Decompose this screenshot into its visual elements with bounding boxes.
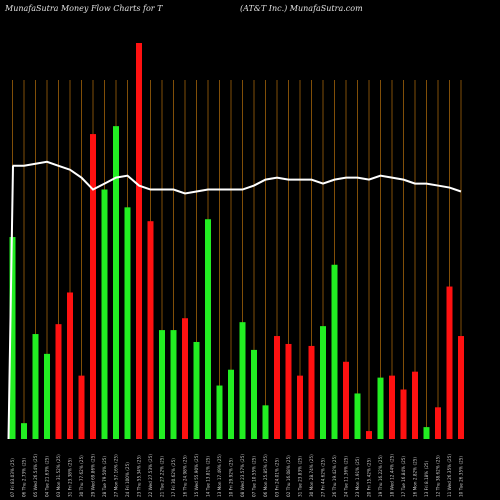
bar-down bbox=[297, 375, 303, 439]
bar-down bbox=[182, 318, 188, 439]
x-tick-label: 24 Tue 11.36% (25) bbox=[344, 456, 349, 497]
x-tick-label: 12 Thu 38.62% (25) bbox=[436, 455, 441, 497]
bar-up bbox=[331, 264, 338, 439]
x-tick-label: 10 Fri 29.92% (25) bbox=[229, 458, 234, 497]
x-tick-label: 21 Tue 27.22% (25) bbox=[160, 456, 165, 497]
x-tick-label: 16 Mon 2.82% (25) bbox=[413, 457, 418, 497]
money-flow-line bbox=[7, 160, 462, 440]
x-tick-label: 05 Wed 26.54% (25) bbox=[33, 454, 38, 497]
bar-up bbox=[216, 385, 223, 439]
bar-down bbox=[412, 371, 418, 439]
bar-down bbox=[343, 361, 349, 439]
bar-up bbox=[251, 349, 257, 439]
bars-group bbox=[9, 43, 464, 439]
bar-down bbox=[389, 375, 395, 439]
x-tick-label: 04 Tue 21.63% (25) bbox=[45, 456, 50, 497]
x-tick-label: 13 Mon 17.49% (25) bbox=[217, 454, 222, 497]
x-tick-label: 22 Wed 27.53% (25) bbox=[148, 454, 153, 497]
bar-up bbox=[423, 427, 430, 439]
bar-down bbox=[285, 343, 292, 439]
bar-up bbox=[377, 377, 384, 439]
bar-down bbox=[147, 221, 154, 439]
chart-title-right: (AT&T Inc.) MunafaSutra.com bbox=[240, 4, 363, 13]
x-tick-label: 18 Wed 12.44% (25) bbox=[390, 454, 395, 497]
x-tick-label: 17 Tue 16.84% (25) bbox=[401, 456, 406, 497]
bar-up bbox=[32, 334, 39, 439]
bar-up bbox=[239, 322, 246, 439]
x-tick-label: 13 Fri 8.18% (25) bbox=[424, 460, 429, 497]
bar-up bbox=[354, 393, 361, 439]
bar-down bbox=[55, 324, 62, 439]
x-tick-label: 28 Tue 79.50% (25) bbox=[102, 456, 107, 497]
chart-title-left: MunafaSutra Money Flow Charts for T bbox=[4, 4, 163, 13]
x-tick-label: 26 Thu 19.42% (25) bbox=[332, 455, 337, 497]
x-tick-label: 16 Thu 24.98% (25) bbox=[183, 455, 188, 497]
x-tick-label: 17 Fri 30.62% (25) bbox=[171, 458, 176, 497]
x-tick-label: 19 Thu 16.22% (25) bbox=[378, 455, 383, 497]
x-tick-label: 03 Mon 31.52% (25) bbox=[56, 454, 61, 497]
bar-down bbox=[274, 336, 280, 439]
x-tick-label: 08 Wed 23.57% (25) bbox=[240, 454, 245, 497]
bar-up bbox=[113, 126, 119, 439]
bar-down bbox=[446, 286, 453, 439]
bar-up bbox=[159, 330, 165, 439]
bar-up bbox=[205, 219, 211, 439]
x-tick-label: 30 Mon 28.74% (25) bbox=[309, 454, 314, 497]
bar-down bbox=[78, 375, 85, 439]
bar-down bbox=[136, 43, 142, 439]
bar-up bbox=[101, 189, 108, 439]
x-tick-label: 07 Fri 83.03% (25) bbox=[10, 458, 15, 497]
x-tick-label: 07 Tue 10.55% (25) bbox=[252, 456, 257, 497]
x-tick-label: 15 Wed 55.90% (25) bbox=[194, 454, 199, 497]
x-tick-label: 23 Thu 55.34% (25) bbox=[137, 455, 142, 497]
bar-up bbox=[9, 237, 16, 439]
x-tick-label: 30 Thu 77.62% (25) bbox=[79, 455, 84, 497]
x-tick-label: 29 Wed 69.86% (25) bbox=[91, 454, 96, 497]
bar-up bbox=[320, 326, 326, 439]
x-tick-label: 27 Fri 44.62% (25) bbox=[321, 458, 326, 497]
x-tick-label: 31 Fri 23.38% (25) bbox=[68, 458, 73, 497]
x-tick-label: 14 Tue 13.81% (25) bbox=[206, 456, 211, 497]
bar-down bbox=[400, 389, 407, 439]
bar-down bbox=[67, 292, 73, 439]
x-tick-labels: 07 Fri 83.03% (25) 06 Thu 2.73% (25) 05 We… bbox=[10, 454, 464, 497]
x-tick-label: 20 Fri 15.42% (25) bbox=[367, 458, 372, 497]
bar-up bbox=[170, 330, 177, 439]
x-tick-label: 23 Mon 1.91% (25) bbox=[355, 457, 360, 497]
x-tick-label: 24 Fri 100% (25) bbox=[125, 462, 130, 497]
bar-up bbox=[124, 207, 131, 439]
x-tick-label: 27 Mon 57.16% (25) bbox=[114, 454, 119, 497]
bar-up bbox=[21, 423, 27, 439]
x-tick-label: 02 Thu 16.08% (25) bbox=[286, 455, 291, 497]
x-tick-label: 03 Fri 24.01% (25) bbox=[275, 458, 280, 497]
bar-up bbox=[228, 369, 234, 439]
x-tick-label: 06 Mon 25.85% (25) bbox=[263, 454, 268, 497]
bar-down bbox=[308, 345, 315, 439]
x-tick-label: 10 Tue 26.35% (25) bbox=[459, 456, 464, 497]
x-tick-label: 31 Tue 23.83% (25) bbox=[298, 456, 303, 497]
bar-up bbox=[44, 353, 50, 439]
bar-up bbox=[193, 341, 200, 439]
x-tick-label: 11 Wed 26.35% (25) bbox=[447, 454, 452, 497]
bar-down bbox=[435, 407, 441, 439]
bar-down bbox=[90, 134, 96, 439]
bar-down bbox=[458, 336, 464, 439]
bar-down bbox=[366, 431, 372, 439]
bar-up bbox=[262, 405, 269, 439]
x-tick-label: 06 Thu 2.73% (25) bbox=[22, 458, 27, 497]
